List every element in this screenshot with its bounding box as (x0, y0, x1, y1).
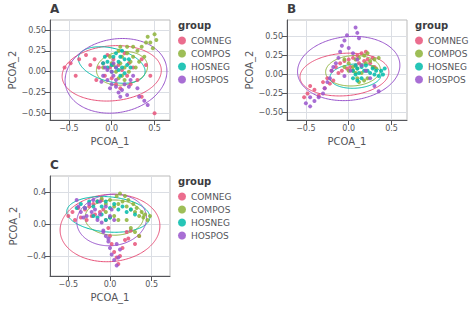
svg-text:0.0: 0.0 (342, 124, 355, 133)
svg-text:HOSNEG: HOSNEG (191, 62, 230, 72)
svg-text:−0.5: −0.5 (59, 124, 78, 133)
svg-text:COMPOS: COMPOS (428, 49, 468, 59)
svg-text:PCOA_1: PCOA_1 (328, 136, 367, 148)
svg-text:0.0: 0.0 (104, 280, 117, 289)
svg-text:HOSNEG: HOSNEG (428, 62, 467, 72)
svg-text:PCOA_1: PCOA_1 (91, 136, 130, 148)
svg-text:HOSPOS: HOSPOS (191, 75, 229, 85)
svg-text:PCOA_2: PCOA_2 (7, 51, 19, 90)
svg-text:−0.50: −0.50 (258, 108, 283, 117)
svg-text:−0.5: −0.5 (59, 280, 78, 289)
svg-text:A: A (50, 2, 60, 16)
svg-text:−0.25: −0.25 (21, 88, 46, 97)
svg-text:HOSPOS: HOSPOS (191, 231, 229, 241)
svg-text:group: group (178, 20, 211, 31)
svg-text:0.00: 0.00 (265, 70, 283, 79)
svg-text:COMNEG: COMNEG (191, 192, 232, 202)
svg-text:C: C (50, 158, 59, 172)
svg-text:0.50: 0.50 (28, 26, 46, 35)
svg-text:PCOA_2: PCOA_2 (8, 207, 20, 246)
svg-text:0.5: 0.5 (148, 124, 161, 133)
svg-text:0.50: 0.50 (265, 32, 283, 41)
svg-text:PCOA_2: PCOA_2 (244, 51, 256, 90)
svg-text:−0.4: −0.4 (27, 252, 46, 261)
svg-text:COMPOS: COMPOS (191, 205, 231, 215)
svg-text:COMPOS: COMPOS (191, 49, 231, 59)
svg-text:0.5: 0.5 (145, 280, 158, 289)
svg-text:HOSPOS: HOSPOS (428, 75, 466, 85)
svg-text:0.0: 0.0 (33, 220, 46, 229)
svg-text:−0.25: −0.25 (258, 89, 283, 98)
svg-text:0.0: 0.0 (105, 124, 118, 133)
svg-text:PCOA_1: PCOA_1 (91, 292, 130, 304)
svg-text:−0.50: −0.50 (21, 109, 46, 118)
svg-text:0.4: 0.4 (33, 188, 46, 197)
svg-text:group: group (178, 176, 211, 187)
svg-text:0.25: 0.25 (265, 51, 283, 60)
svg-text:B: B (287, 2, 296, 16)
svg-text:−0.5: −0.5 (296, 124, 315, 133)
svg-text:0.00: 0.00 (28, 67, 46, 76)
svg-text:HOSNEG: HOSNEG (191, 218, 230, 228)
svg-text:COMNEG: COMNEG (428, 36, 469, 46)
svg-text:0.25: 0.25 (28, 46, 46, 55)
svg-text:0.5: 0.5 (385, 124, 398, 133)
svg-text:group: group (415, 20, 448, 31)
svg-text:COMNEG: COMNEG (191, 36, 232, 46)
